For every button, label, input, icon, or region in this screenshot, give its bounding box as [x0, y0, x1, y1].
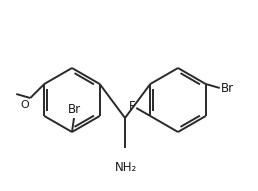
Text: O: O: [21, 100, 29, 110]
Text: F: F: [129, 100, 135, 112]
Text: Br: Br: [221, 82, 234, 95]
Text: Br: Br: [67, 103, 80, 116]
Text: NH₂: NH₂: [115, 161, 137, 174]
